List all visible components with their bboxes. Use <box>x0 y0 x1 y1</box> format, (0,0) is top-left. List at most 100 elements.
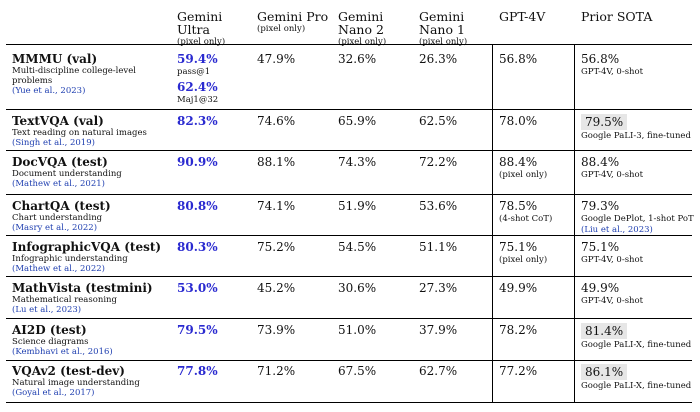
pro-score: 74.1% <box>257 199 296 213</box>
ultra-note: pass@1 <box>177 67 211 77</box>
pro-score: 47.9% <box>257 52 296 66</box>
header-label: Gemini Nano 2 <box>338 9 384 37</box>
header-gemini-ultra: Gemini Ultra (pixel only) <box>177 10 252 47</box>
gpt4v-note: (4-shot CoT) <box>499 214 553 224</box>
gpt4v-value: 78.2% <box>499 323 538 337</box>
gpt4v-note: (pixel only) <box>499 170 548 180</box>
sota-score: 86.1% Google PaLI-X, fine-tuned <box>581 364 691 391</box>
benchmark-citation[interactable]: (Yue et al., 2023) <box>12 86 86 96</box>
gpt4v-score: 78.2% <box>499 323 537 337</box>
nano2-score: 30.6% <box>338 281 377 295</box>
ultra-score: 80.3% <box>177 240 218 254</box>
benchmark-cell: ChartQA (test) Chart understanding (Masr… <box>12 199 172 233</box>
nano2-score: 51.9% <box>338 199 377 213</box>
nano2-score: 74.3% <box>338 155 377 169</box>
gpt4v-score: 49.9% <box>499 281 537 295</box>
gpt4v-value: 56.8% <box>499 52 538 66</box>
header-sub: (pixel only) <box>338 37 387 47</box>
gpt4v-score: 75.1% (pixel only) <box>499 240 547 265</box>
gpt4v-value: 78.5% <box>499 199 538 213</box>
pro-score: 45.2% <box>257 281 296 295</box>
nano2-score: 51.0% <box>338 323 377 337</box>
row-divider <box>6 360 692 361</box>
column-divider <box>492 44 493 402</box>
sota-score: 79.5% Google PaLI-3, fine-tuned <box>581 114 691 141</box>
nano1-score: 72.2% <box>419 155 458 169</box>
ultra-score: 80.8% <box>177 199 218 213</box>
pro-score: 88.1% <box>257 155 296 169</box>
header-label: Gemini Nano 1 <box>419 9 465 37</box>
gpt4v-score: 88.4% (pixel only) <box>499 155 547 180</box>
nano2-score: 54.5% <box>338 240 377 254</box>
pro-score: 74.6% <box>257 114 296 128</box>
row-divider <box>6 150 692 151</box>
row-divider <box>6 276 692 277</box>
ultra-score: 77.8% <box>177 364 218 378</box>
benchmark-name: MMMU (val) <box>12 52 98 66</box>
benchmark-citation[interactable]: (Masry et al., 2022) <box>12 223 98 233</box>
sota-score: 49.9% GPT-4V, 0-shot <box>581 281 643 306</box>
header-label: GPT-4V <box>499 9 546 24</box>
benchmark-citation[interactable]: (Mathew et al., 2021) <box>12 179 105 189</box>
ultra-score: 90.9% <box>177 155 218 169</box>
sota-score: 88.4% GPT-4V, 0-shot <box>581 155 643 180</box>
benchmark-name: AI2D (test) <box>12 323 87 337</box>
header-label: Gemini Ultra <box>177 9 223 37</box>
benchmark-cell: AI2D (test) Science diagrams (Kembhavi e… <box>12 323 172 357</box>
benchmark-citation[interactable]: (Singh et al., 2019) <box>12 138 95 148</box>
benchmark-description: Text reading on natural images <box>12 128 147 138</box>
sota-value: 75.1% <box>581 240 620 254</box>
ultra-score: 53.0% <box>177 281 218 295</box>
row-divider <box>6 194 692 195</box>
header-label: Prior SOTA <box>581 9 653 24</box>
benchmark-cell: DocVQA (test) Document understanding (Ma… <box>12 155 172 189</box>
sota-note: Google PaLI-3, fine-tuned <box>581 131 691 141</box>
header-gemini-pro: Gemini Pro (pixel only) <box>257 10 332 34</box>
benchmark-citation[interactable]: (Kembhavi et al., 2016) <box>12 347 113 357</box>
nano1-score: 53.6% <box>419 199 458 213</box>
sota-note: Google PaLI-X, fine-tuned <box>581 381 692 391</box>
benchmark-cell: MMMU (val) Multi-discipline college-leve… <box>12 52 172 96</box>
benchmark-name: TextVQA (val) <box>12 114 104 128</box>
nano1-score: 62.5% <box>419 114 458 128</box>
row-divider <box>6 318 692 319</box>
column-divider <box>574 44 575 402</box>
benchmark-citation[interactable]: (Lu et al., 2023) <box>12 305 82 315</box>
ultra-score: 79.5% <box>177 323 218 337</box>
benchmark-cell: VQAv2 (test-dev) Natural image understan… <box>12 364 172 398</box>
bottom-rule <box>6 402 692 403</box>
benchmark-cell: InfographicVQA (test) Infographic unders… <box>12 240 172 274</box>
gpt4v-score: 78.0% <box>499 114 537 128</box>
sota-score: 81.4% Google PaLI-X, fine-tuned <box>581 323 691 350</box>
ultra-value: 59.4% <box>177 52 218 66</box>
nano2-score: 32.6% <box>338 52 377 66</box>
benchmark-citation[interactable]: (Goyal et al., 2017) <box>12 388 95 398</box>
header-sub: (pixel only) <box>257 24 306 34</box>
benchmark-name: InfographicVQA (test) <box>12 240 162 254</box>
benchmark-description: Document understanding <box>12 169 122 179</box>
header-rule <box>6 44 692 45</box>
nano2-score: 67.5% <box>338 364 377 378</box>
gpt4v-value: 75.1% <box>499 240 538 254</box>
benchmark-description: Infographic understanding <box>12 254 128 264</box>
benchmark-name: MathVista (testmini) <box>12 281 153 295</box>
benchmark-description: Mathematical reasoning <box>12 295 117 305</box>
sota-score: 56.8% GPT-4V, 0-shot <box>581 52 643 77</box>
gpt4v-score: 77.2% <box>499 364 537 378</box>
sota-citation[interactable]: (Liu et al., 2023) <box>581 225 653 235</box>
sota-score: 75.1% GPT-4V, 0-shot <box>581 240 643 265</box>
gpt4v-value: 88.4% <box>499 155 538 169</box>
benchmark-description: Natural image understanding <box>12 378 140 388</box>
gpt4v-value: 78.0% <box>499 114 538 128</box>
pro-score: 71.2% <box>257 364 296 378</box>
header-label: Gemini Pro <box>257 9 329 24</box>
header-gemini-nano-2: Gemini Nano 2 (pixel only) <box>338 10 413 47</box>
benchmark-description: Multi-discipline college-level problems <box>12 66 136 86</box>
row-divider <box>6 109 692 110</box>
sota-value: 79.3% <box>581 199 620 213</box>
benchmark-citation[interactable]: (Mathew et al., 2022) <box>12 264 105 274</box>
gpt4v-value: 77.2% <box>499 364 538 378</box>
sota-note: Google PaLI-X, fine-tuned <box>581 340 692 350</box>
header-sub: (pixel only) <box>177 37 226 47</box>
